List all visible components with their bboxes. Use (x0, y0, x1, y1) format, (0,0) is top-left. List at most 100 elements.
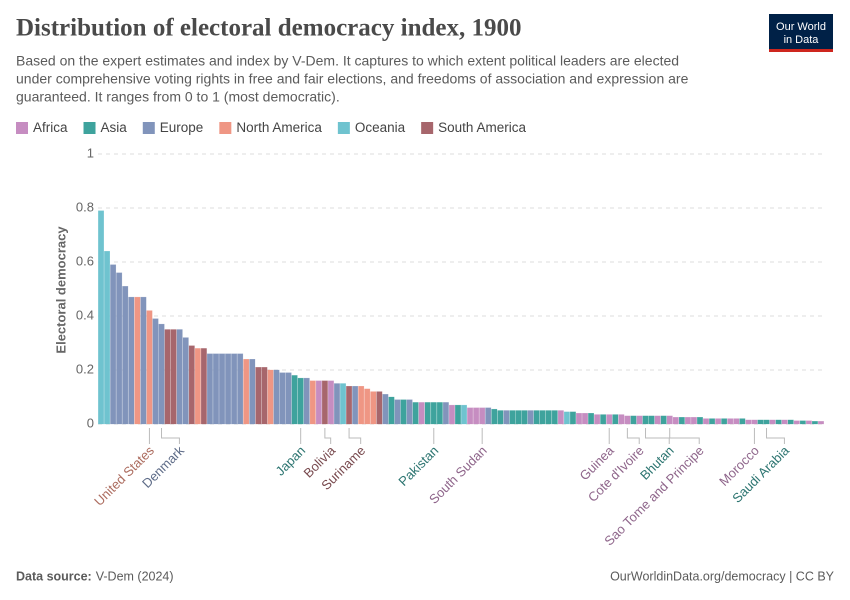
bar (485, 407, 492, 425)
legend-label: North America (236, 120, 322, 135)
y-tick-label: 1 (87, 145, 94, 160)
legend-label: South America (438, 120, 526, 135)
bar (206, 353, 213, 425)
bar (412, 402, 419, 425)
bar (273, 369, 280, 425)
source: V-Dem (2024) (96, 569, 174, 583)
bar (503, 410, 510, 425)
bar (328, 380, 334, 425)
logo (769, 14, 833, 52)
x-tick-label: Pakistan (395, 443, 441, 489)
bar (805, 420, 812, 425)
label-leader (626, 428, 640, 444)
bar (703, 418, 709, 425)
bar (122, 286, 129, 425)
bar (570, 411, 576, 425)
bar (666, 415, 673, 425)
bar (775, 419, 782, 425)
bar (146, 310, 153, 425)
bar (576, 413, 582, 425)
bar (291, 375, 298, 425)
bar (751, 419, 758, 425)
bar (430, 402, 437, 425)
bar (297, 377, 304, 425)
bar (539, 410, 546, 425)
bar (418, 402, 425, 425)
y-axis-label: Electoral democracy (53, 226, 68, 354)
bar (158, 323, 165, 425)
subtitle-line: under comprehensive voting rights in fre… (16, 71, 689, 87)
bar (781, 419, 788, 425)
bar (618, 414, 625, 425)
bar (334, 383, 340, 425)
bar (630, 415, 637, 425)
bar (436, 402, 443, 425)
bar (455, 404, 461, 425)
bar (152, 318, 159, 425)
bar (170, 329, 177, 425)
bar (182, 337, 189, 425)
bar (515, 410, 522, 425)
bar (739, 418, 746, 425)
bar (340, 383, 346, 425)
bar (382, 394, 389, 425)
legend-swatch (83, 122, 96, 134)
logo-stripe (769, 49, 833, 52)
bar (624, 415, 631, 425)
bar (461, 404, 467, 425)
legend-swatch (142, 122, 155, 134)
label-leader (348, 428, 362, 444)
bar (793, 420, 800, 425)
bar (818, 421, 824, 425)
legend-swatch (219, 122, 232, 134)
bar (285, 372, 292, 425)
bar (394, 399, 401, 425)
bar (188, 345, 195, 425)
y-tick-label: 0.2 (76, 361, 94, 376)
bar (497, 410, 504, 425)
bar (672, 417, 679, 425)
bar (116, 272, 123, 425)
bar (279, 372, 286, 425)
y-tick-label: 0 (87, 415, 94, 430)
bar (545, 410, 552, 425)
bar (400, 399, 407, 425)
bar (267, 369, 274, 425)
logo-text: Our World (776, 21, 826, 33)
bar (352, 386, 359, 425)
bar (733, 418, 740, 425)
bar (200, 348, 207, 425)
bar (557, 410, 564, 425)
bar (255, 367, 262, 425)
bar (648, 415, 655, 425)
bar (684, 417, 691, 425)
bar (194, 348, 201, 425)
legend-label: Asia (101, 120, 128, 135)
bar (660, 415, 667, 425)
bar (594, 414, 601, 425)
bar (715, 418, 722, 425)
bar (370, 391, 377, 425)
bar (104, 250, 110, 425)
bar (231, 353, 238, 425)
label-leader (766, 428, 785, 444)
bar (763, 419, 770, 425)
subtitle-line: guaranteed. It ranges from 0 to 1 (most … (16, 89, 340, 105)
bar (176, 329, 183, 425)
bar (721, 418, 728, 425)
bar (237, 353, 244, 425)
label-leader (669, 428, 700, 444)
bar (812, 421, 818, 425)
bar (376, 391, 383, 425)
bar (364, 388, 371, 425)
bar (636, 415, 643, 425)
bar (588, 413, 594, 425)
bar (582, 413, 588, 425)
bar (697, 417, 703, 425)
y-tick-label: 0.6 (76, 253, 94, 268)
legend-label: Europe (160, 120, 204, 135)
y-tick-label: 0.4 (76, 307, 94, 322)
bar (388, 396, 395, 425)
bar (691, 417, 697, 425)
bar (527, 410, 534, 425)
